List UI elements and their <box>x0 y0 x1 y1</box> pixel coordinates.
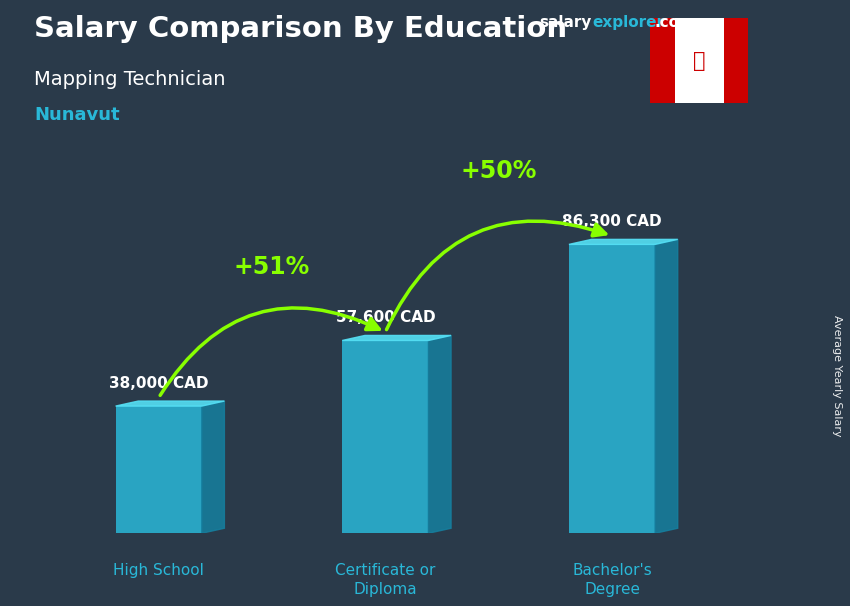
Bar <box>343 341 428 533</box>
Polygon shape <box>116 401 224 406</box>
Text: +51%: +51% <box>234 255 310 279</box>
Text: Nunavut: Nunavut <box>34 106 120 124</box>
Polygon shape <box>343 336 451 341</box>
Text: 38,000 CAD: 38,000 CAD <box>109 376 208 391</box>
Text: 57,600 CAD: 57,600 CAD <box>336 310 435 325</box>
Polygon shape <box>201 401 224 533</box>
Bar <box>675 18 723 103</box>
Text: .com: .com <box>654 15 695 30</box>
Text: Salary Comparison By Education: Salary Comparison By Education <box>34 15 567 43</box>
Text: High School: High School <box>113 564 204 578</box>
Text: Certificate or
Diploma: Certificate or Diploma <box>335 564 435 597</box>
Polygon shape <box>655 239 677 533</box>
Text: Average Yearly Salary: Average Yearly Salary <box>832 315 842 436</box>
Text: 🍁: 🍁 <box>693 50 706 71</box>
Bar <box>650 18 675 103</box>
Text: +50%: +50% <box>461 159 537 183</box>
Bar <box>723 18 748 103</box>
Text: 86,300 CAD: 86,300 CAD <box>562 215 662 229</box>
Bar <box>116 406 201 533</box>
Text: Mapping Technician: Mapping Technician <box>34 70 225 88</box>
Bar <box>569 244 655 533</box>
Polygon shape <box>569 239 677 244</box>
Text: explorer: explorer <box>592 15 665 30</box>
Text: Bachelor's
Degree: Bachelor's Degree <box>572 564 652 597</box>
Text: salary: salary <box>540 15 592 30</box>
Polygon shape <box>428 336 451 533</box>
